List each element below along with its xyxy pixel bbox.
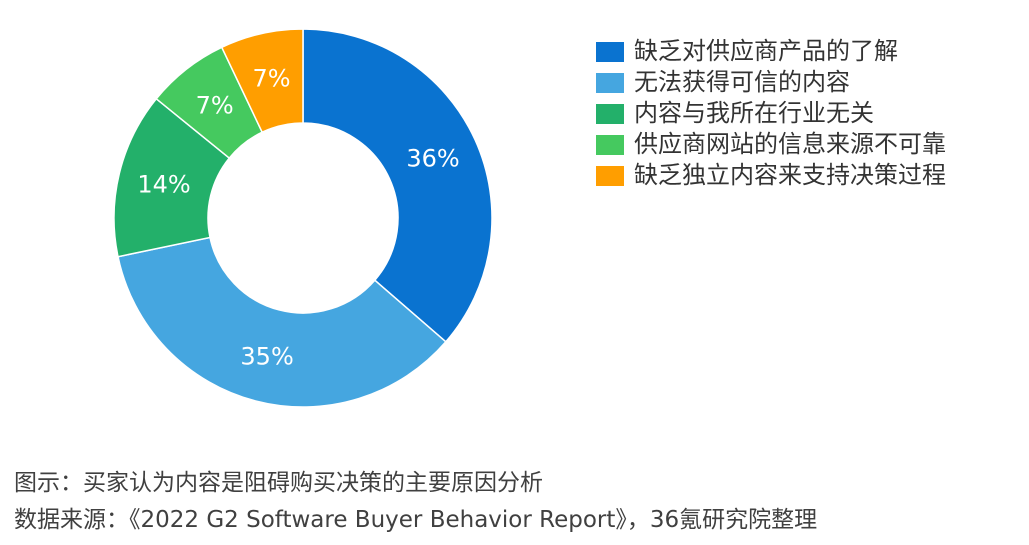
donut-slice — [117, 236, 447, 408]
donut-chart: 36% 35% 14% 7% 7% — [113, 28, 493, 408]
legend-label: 内容与我所在行业无关 — [634, 99, 874, 127]
legend-swatch — [596, 134, 624, 155]
legend-label: 无法获得可信的内容 — [634, 68, 850, 96]
legend-item: 供应商网站的信息来源不可靠 — [596, 129, 946, 160]
chart-legend: 缺乏对供应商产品的了解 无法获得可信的内容 内容与我所在行业无关 供应商网站的信… — [596, 36, 946, 191]
legend-item: 缺乏独立内容来支持决策过程 — [596, 160, 946, 191]
donut-slice — [302, 28, 493, 343]
figure-caption: 图示：买家认为内容是阻碍购买决策的主要原因分析 — [14, 470, 543, 496]
legend-item: 无法获得可信的内容 — [596, 67, 946, 98]
slice-value-label: 14% — [137, 170, 190, 198]
legend-item: 缺乏对供应商产品的了解 — [596, 36, 946, 67]
legend-swatch — [596, 165, 624, 186]
legend-swatch — [596, 103, 624, 124]
slice-value-label: 36% — [406, 145, 459, 173]
donut-slice — [220, 28, 304, 134]
legend-label: 缺乏对供应商产品的了解 — [634, 37, 898, 65]
legend-swatch — [596, 72, 624, 93]
slice-value-label: 7% — [252, 65, 290, 93]
slice-value-label: 35% — [240, 342, 293, 370]
legend-label: 缺乏独立内容来支持决策过程 — [634, 161, 946, 189]
legend-item: 内容与我所在行业无关 — [596, 98, 946, 129]
legend-label: 供应商网站的信息来源不可靠 — [634, 130, 946, 158]
slice-value-label: 7% — [196, 92, 234, 120]
legend-swatch — [596, 41, 624, 62]
source-caption: 数据来源：《2022 G2 Software Buyer Behavior Re… — [14, 507, 818, 533]
